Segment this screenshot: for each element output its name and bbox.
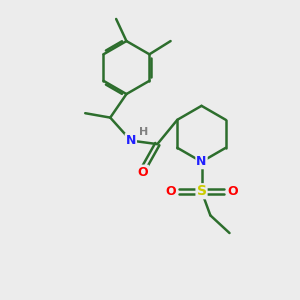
Text: H: H <box>139 127 148 137</box>
Text: N: N <box>126 134 136 147</box>
Text: S: S <box>196 184 206 198</box>
Text: O: O <box>165 185 175 198</box>
Text: O: O <box>227 185 238 198</box>
Text: N: N <box>196 155 207 168</box>
Text: O: O <box>137 166 148 178</box>
